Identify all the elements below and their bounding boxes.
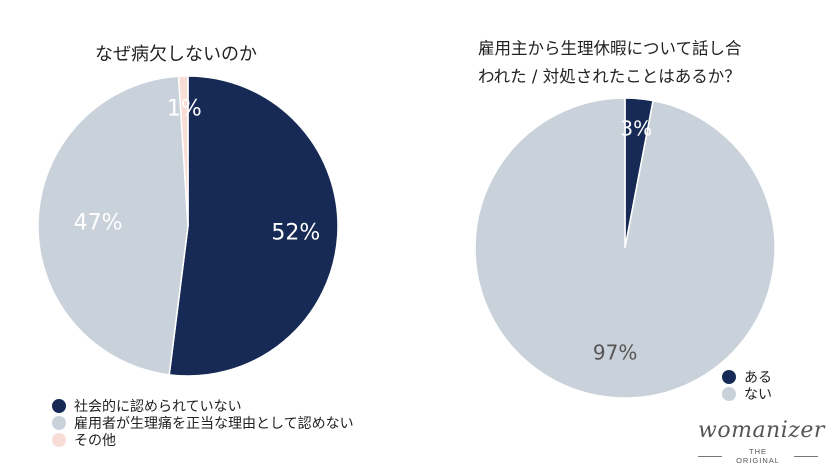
chart-panel-sick-leave: なぜ病欠しないのか 52% 47% 1% 社会的に認められていない 雇用者が生理痛を…	[37, 44, 354, 449]
legend-label: 雇用者が生理痛を正当な理由として認めない	[74, 415, 354, 432]
legend-swatch	[52, 432, 66, 447]
slice-label-1: 3%	[620, 117, 652, 141]
chart-panel-leave-discussed: 雇用主から生理休暇について話し合 われた / 対処されたことはあるか？ 3% 97…	[420, 0, 840, 473]
legend-label: ある	[744, 369, 772, 386]
legend-swatch	[722, 386, 736, 401]
pie-slice-2	[37, 75, 189, 376]
brand-logo: womanizer THE ORIGINAL	[698, 418, 825, 465]
pie-chart-leave-discussed: 3% 97%	[474, 97, 776, 399]
legend-label: その他	[74, 432, 116, 449]
pie-slice-3	[177, 75, 189, 227]
legend-item-not-socially-accepted: 社会的に認められていない	[52, 397, 354, 415]
legend-label: ない	[744, 386, 772, 403]
chart-title: なぜ病欠しないのか	[95, 44, 257, 65]
legend-swatch	[52, 415, 66, 430]
chart-title-line-2: われた / 対処されたことはあるか？	[478, 67, 741, 86]
legend-item-no: ない	[722, 385, 772, 403]
slice-label-1: 52%	[271, 220, 320, 245]
logo-tagline-row: THE ORIGINAL	[698, 447, 818, 465]
slice-label-2: 47%	[74, 211, 123, 236]
logo-rule-right	[793, 455, 818, 457]
slice-label-2: 97%	[593, 341, 637, 365]
legend-item-yes: ある	[722, 368, 772, 386]
logo-wordmark: womanizer	[698, 418, 825, 443]
logo-tagline: THE ORIGINAL	[736, 447, 780, 465]
legend-item-employer-not-accept: 雇用者が生理痛を正当な理由として認めない	[52, 414, 354, 432]
pie-slice-2	[474, 97, 776, 399]
legend: 社会的に認められていない 雇用者が生理痛を正当な理由として認めない その他	[52, 397, 354, 449]
legend-swatch	[722, 369, 736, 384]
legend-label: 社会的に認められていない	[74, 398, 242, 415]
legend-item-other: その他	[52, 431, 354, 449]
legend: ある ない	[722, 368, 772, 403]
logo-rule-left	[698, 455, 723, 457]
pie-chart-sick-leave: 52% 47% 1%	[37, 75, 339, 377]
pie-slice-1	[168, 75, 339, 377]
slice-label-3: 1%	[167, 97, 202, 122]
legend-swatch	[52, 398, 66, 413]
chart-title-line-1: 雇用主から生理休暇について話し合	[478, 39, 742, 58]
